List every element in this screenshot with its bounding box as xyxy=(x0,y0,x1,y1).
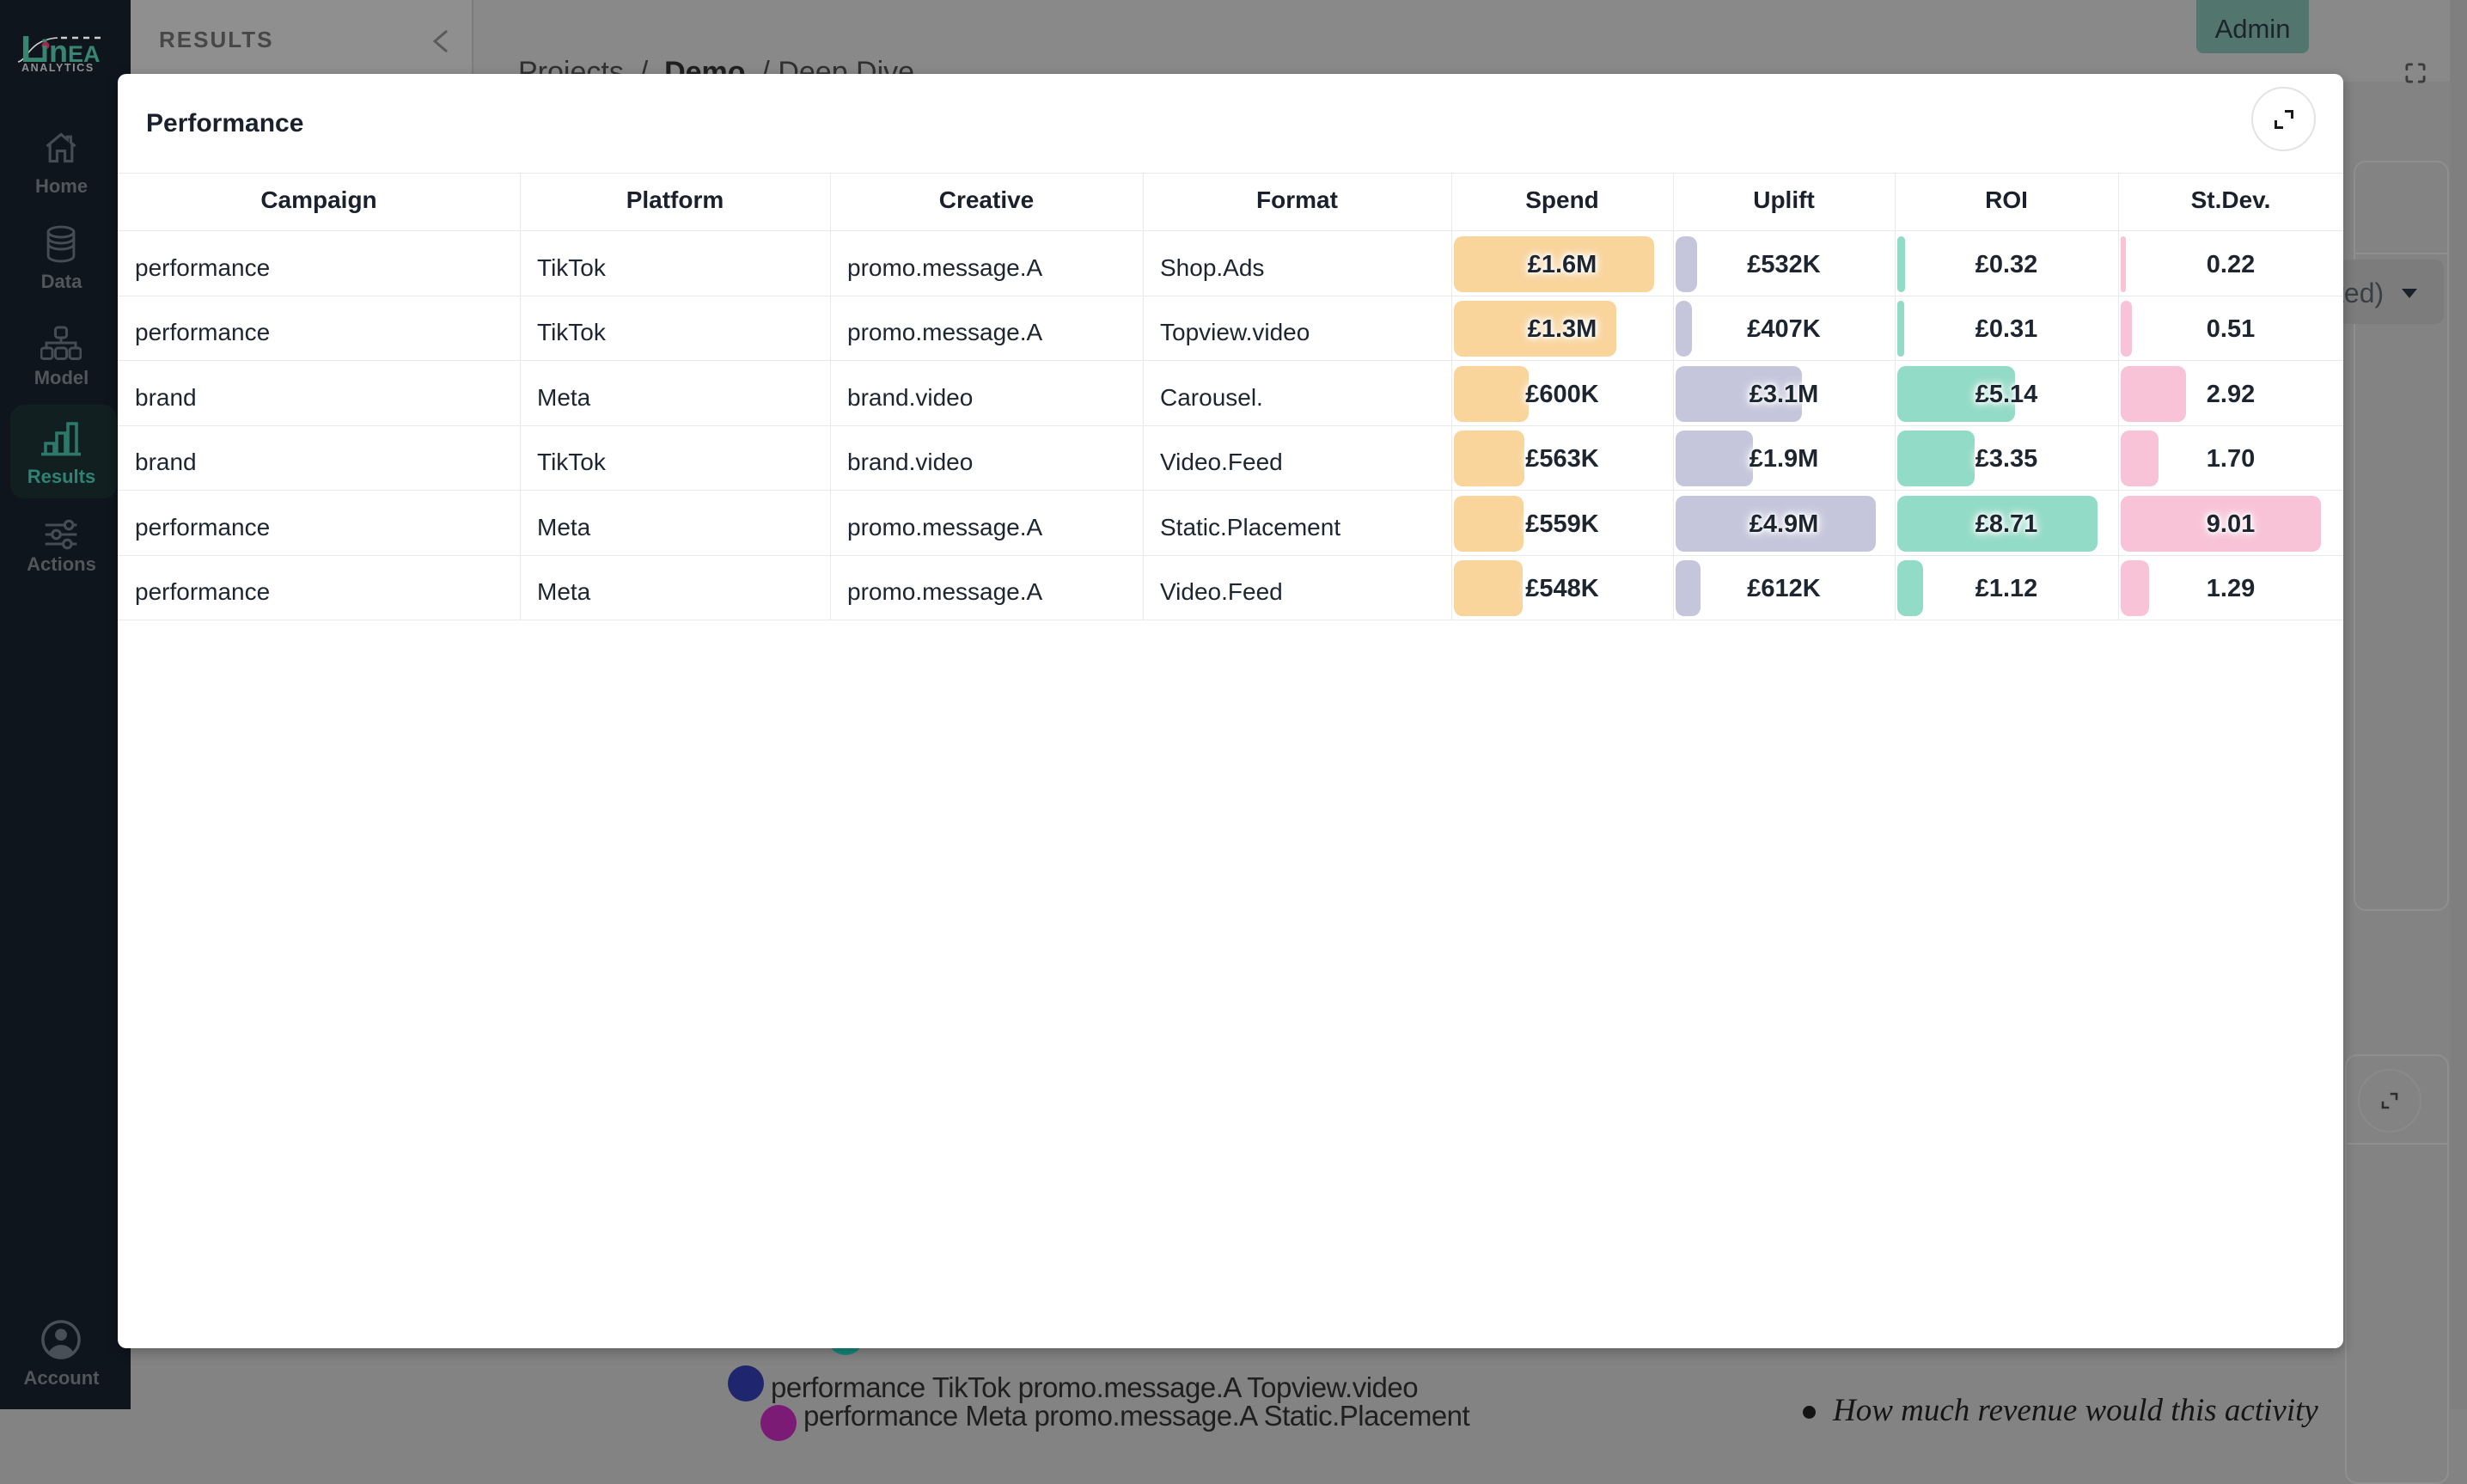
svg-text:in: in xyxy=(40,34,68,69)
svg-text:EA: EA xyxy=(68,41,101,67)
svg-text:ANALYTICS: ANALYTICS xyxy=(21,62,95,74)
svg-text:L: L xyxy=(21,31,44,70)
